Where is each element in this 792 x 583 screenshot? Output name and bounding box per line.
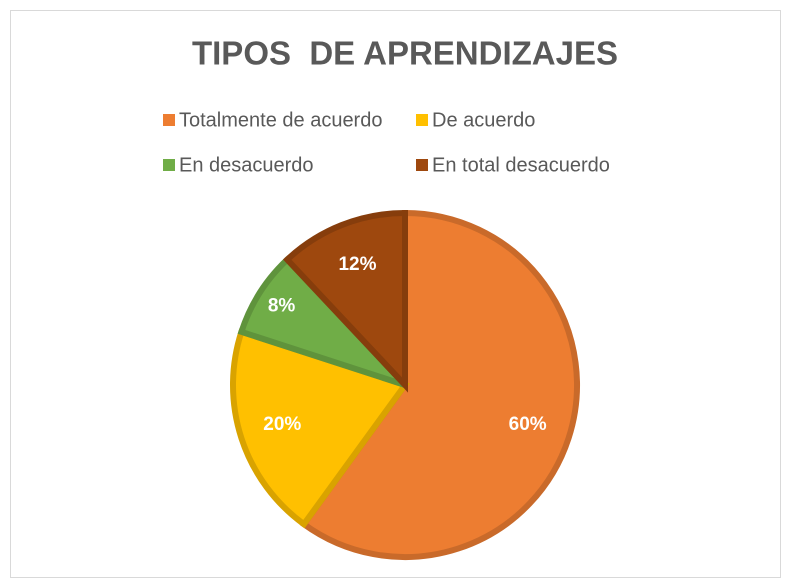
legend-label: En total desacuerdo [432, 154, 610, 176]
legend-swatch [416, 159, 428, 171]
pie-slice [299, 209, 580, 560]
legend-label: De acuerdo [432, 109, 535, 131]
chart-title: TIPOS DE APRENDIZAJES [192, 35, 618, 72]
legend-swatch [163, 159, 175, 171]
data-label: 20% [263, 414, 301, 435]
pie-slice [230, 328, 410, 529]
data-label: 12% [338, 254, 376, 275]
pie-slice [283, 209, 408, 393]
legend-swatch [163, 114, 175, 126]
data-label: 60% [509, 414, 547, 435]
data-label: 8% [268, 296, 296, 317]
legend-label: En desacuerdo [179, 154, 314, 176]
legend-swatch [416, 114, 428, 126]
legend-label: Totalmente de acuerdo [179, 109, 382, 131]
